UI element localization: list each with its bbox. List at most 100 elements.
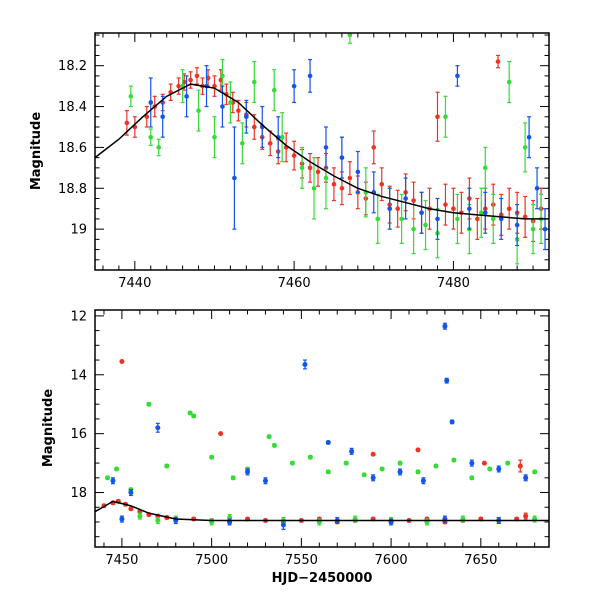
x-tick-label: 7650: [464, 553, 497, 568]
data-point: [251, 124, 257, 130]
data-point: [522, 145, 528, 150]
y-tick-label: 16: [70, 427, 87, 442]
y-tick-label: 18.2: [58, 59, 87, 74]
data-point: [419, 210, 424, 216]
data-point: [128, 94, 134, 99]
data-point: [105, 475, 111, 481]
top-panel-y-axis-title: Magnitude: [29, 112, 44, 191]
top-panel-tick-labels: 7440 7460 7480 18.2 18.4 18.6 18.8 19: [58, 59, 470, 291]
data-point: [144, 114, 150, 120]
data-point: [435, 114, 440, 120]
data-point: [469, 475, 475, 481]
data-point: [220, 73, 225, 79]
data-point: [361, 472, 367, 478]
data-point: [212, 134, 217, 140]
data-point: [114, 466, 120, 472]
data-point: [307, 73, 313, 79]
data-point: [411, 226, 416, 232]
data-point: [339, 185, 345, 191]
bottom-panel-plot-area: [95, 322, 549, 530]
data-point: [339, 155, 345, 160]
bottom-panel-x-axis-title: HJD−2450000: [272, 571, 373, 586]
data-point: [291, 83, 297, 89]
data-point: [164, 463, 170, 469]
data-point: [315, 169, 321, 175]
y-tick-label: 18: [70, 486, 87, 501]
top-panel-frame: [94, 32, 550, 271]
y-tick-label: 12: [70, 309, 87, 324]
data-point: [128, 506, 134, 512]
data-point: [188, 77, 193, 83]
data-point: [279, 134, 285, 140]
data-point: [347, 175, 353, 181]
blue-series: [110, 322, 529, 530]
x-tick-label: 7450: [105, 553, 138, 568]
data-point: [218, 431, 224, 437]
data-point: [137, 513, 143, 519]
data-point: [443, 114, 448, 120]
top-panel: 7440 7460 7480 18.2 18.4 18.6 18.8 19 Magnitude: [29, 32, 550, 291]
data-point: [526, 134, 532, 140]
bottom-panel-ticks: [95, 310, 549, 547]
data-point: [370, 451, 376, 457]
data-point: [323, 145, 329, 150]
data-point: [506, 79, 512, 85]
data-point: [240, 141, 245, 146]
data-point: [262, 478, 268, 484]
data-point: [423, 222, 428, 228]
data-point: [128, 490, 134, 496]
data-point: [271, 442, 277, 448]
data-point: [209, 454, 215, 460]
data-point: [523, 475, 529, 481]
x-tick-label: 7440: [118, 276, 151, 291]
bottom-panel: 7450 7500 7550 7600 7650 12 14 16 18 Magnitude H…: [41, 309, 550, 586]
data-point: [266, 434, 272, 440]
data-point: [490, 216, 496, 222]
data-point: [228, 100, 233, 105]
data-point: [176, 83, 181, 89]
y-tick-label: 18.6: [58, 141, 87, 156]
data-point: [487, 466, 493, 472]
top-panel-plot-area: [95, 33, 549, 265]
data-point: [379, 466, 385, 472]
data-point: [307, 454, 313, 460]
data-point: [244, 114, 249, 120]
data-point: [397, 469, 403, 475]
data-point: [307, 165, 313, 171]
data-point: [455, 216, 460, 222]
data-point: [532, 469, 538, 475]
data-point: [196, 108, 201, 113]
data-point: [299, 165, 305, 171]
data-point: [155, 518, 161, 524]
y-tick-label: 18.8: [58, 182, 87, 197]
data-point: [496, 466, 502, 472]
red-series: [101, 359, 529, 525]
data-point: [481, 460, 487, 466]
data-point: [415, 469, 421, 475]
y-tick-label: 14: [70, 368, 87, 383]
data-point: [505, 460, 511, 466]
data-point: [530, 226, 536, 232]
data-point: [371, 145, 377, 150]
data-point: [311, 185, 317, 191]
model-curve: [95, 500, 549, 522]
data-point: [271, 87, 277, 93]
data-point: [289, 460, 295, 466]
data-point: [302, 361, 308, 367]
data-point: [191, 413, 197, 419]
x-tick-label: 7500: [195, 553, 228, 568]
data-point: [119, 516, 125, 522]
data-point: [444, 378, 450, 384]
data-point: [482, 165, 488, 171]
green-series: [128, 33, 544, 265]
data-point: [160, 114, 166, 120]
data-point: [517, 463, 523, 469]
data-point: [343, 460, 349, 466]
data-point: [395, 206, 400, 212]
data-point: [236, 108, 241, 113]
blue-series: [148, 58, 548, 251]
data-point: [110, 478, 116, 484]
bottom-panel-frame: [94, 309, 550, 548]
x-tick-label: 7480: [437, 276, 470, 291]
